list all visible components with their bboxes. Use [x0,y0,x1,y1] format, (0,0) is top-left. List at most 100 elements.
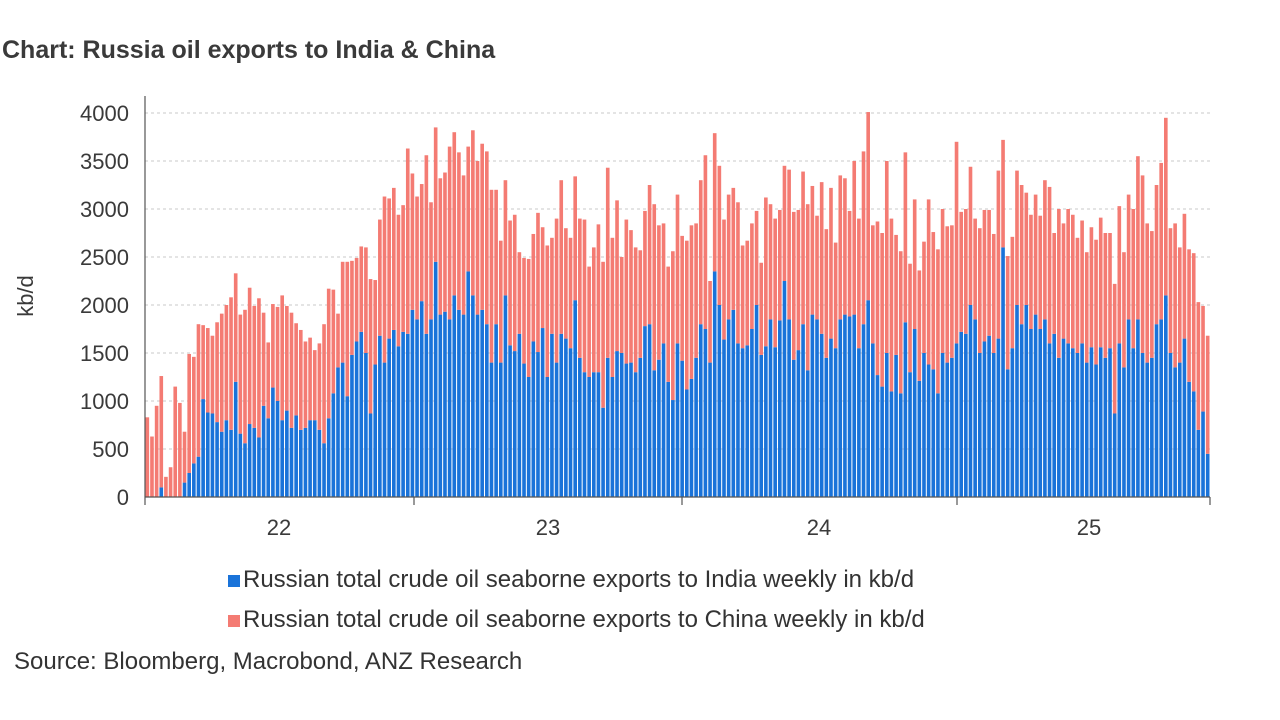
bar-india-28 [275,401,280,497]
bar-china-3 [159,376,164,488]
bar-india-162 [898,393,903,497]
bar-china-139 [791,211,796,360]
bar-china-36 [312,350,317,421]
bar-india-74 [489,362,494,497]
bar-china-11 [196,324,201,457]
bar-india-207 [1108,348,1112,497]
bar-india-44 [350,354,354,497]
bar-china-168 [926,199,931,365]
bar-china-73 [485,151,489,325]
bar-china-202 [1084,252,1089,363]
bar-china-49 [373,280,378,365]
bar-china-134 [768,204,773,320]
bar-india-158 [880,386,884,497]
y-tick-label-0: 0 [117,485,129,510]
bar-india-92 [573,300,577,497]
bar-china-20 [238,314,243,434]
bar-china-163 [903,152,908,323]
bar-india-90 [564,338,568,497]
bar-china-183 [996,170,1001,339]
bar-india-149 [838,319,843,497]
bar-india-57 [410,309,415,497]
bar-china-208 [1112,283,1117,414]
bar-china-203 [1089,227,1094,348]
bar-india-86 [545,377,550,497]
bar-india-209 [1117,343,1122,497]
bar-china-60 [424,155,429,334]
x-tick-label-23: 23 [536,515,560,540]
bar-india-177 [968,305,973,497]
bar-india-58 [415,319,419,497]
bar-india-136 [778,320,782,497]
bar-china-22 [247,287,252,425]
bar-china-190 [1029,214,1033,329]
bar-india-106 [638,357,643,497]
bar-china-140 [796,209,801,351]
bar-china-81 [522,257,526,364]
bar-china-191 [1033,194,1038,315]
bar-china-1 [150,436,154,497]
bar-india-221 [1173,367,1177,497]
bar-china-84 [536,212,540,353]
bar-china-41 [336,313,340,368]
bar-china-105 [633,247,638,373]
bar-china-56 [405,148,410,334]
bar-china-24 [257,298,261,438]
bar-china-82 [526,258,531,377]
bar-india-168 [926,364,931,497]
bar-china-217 [1154,185,1159,325]
bar-china-216 [1150,231,1154,358]
bar-china-185 [1005,256,1010,370]
bar-china-43 [345,261,350,397]
bar-china-91 [568,237,573,349]
bar-india-51 [382,362,387,497]
bar-china-126 [731,187,736,310]
source-note: Source: Bloomberg, Macrobond, ANZ Resear… [14,648,523,675]
bar-india-78 [508,345,512,497]
bar-china-98 [601,261,605,408]
bar-china-211 [1126,194,1131,320]
legend-swatch-china [228,615,240,627]
bar-china-213 [1136,156,1140,320]
bar-india-178 [973,319,977,497]
bar-india-32 [294,415,298,497]
bar-india-139 [791,359,796,497]
bar-china-71 [475,161,480,315]
bar-china-4 [164,476,168,497]
bar-china-201 [1080,220,1084,344]
bar-china-226 [1196,302,1201,430]
bar-india-187 [1015,305,1019,497]
bar-india-47 [364,353,368,497]
bar-india-35 [308,420,312,497]
bar-china-145 [819,182,824,334]
bar-india-228 [1205,453,1210,497]
bar-india-198 [1066,343,1070,497]
bar-china-109 [652,204,657,371]
bar-china-120 [703,155,708,329]
bar-china-94 [582,219,587,373]
bar-india-134 [768,319,773,497]
bar-india-115 [680,360,684,497]
bar-china-143 [810,185,815,315]
bar-india-138 [787,319,791,497]
bar-india-9 [187,473,191,497]
bar-china-161 [894,234,898,355]
bar-china-175 [959,211,964,332]
bar-china-151 [847,210,852,317]
bar-india-95 [587,377,591,497]
bar-india-19 [233,381,238,497]
bar-india-125 [726,319,731,497]
bar-india-73 [485,324,489,497]
bar-india-203 [1089,347,1094,497]
bar-india-17 [224,420,229,497]
bar-india-23 [252,427,257,497]
bar-india-20 [238,433,243,497]
bar-china-74 [489,189,494,363]
bars [145,112,1210,497]
bar-china-115 [680,235,684,361]
bar-china-6 [173,386,178,497]
bar-india-50 [378,335,382,497]
bar-india-55 [401,331,405,497]
bar-india-42 [340,362,345,497]
y-tick-label-2000: 2000 [80,293,129,318]
